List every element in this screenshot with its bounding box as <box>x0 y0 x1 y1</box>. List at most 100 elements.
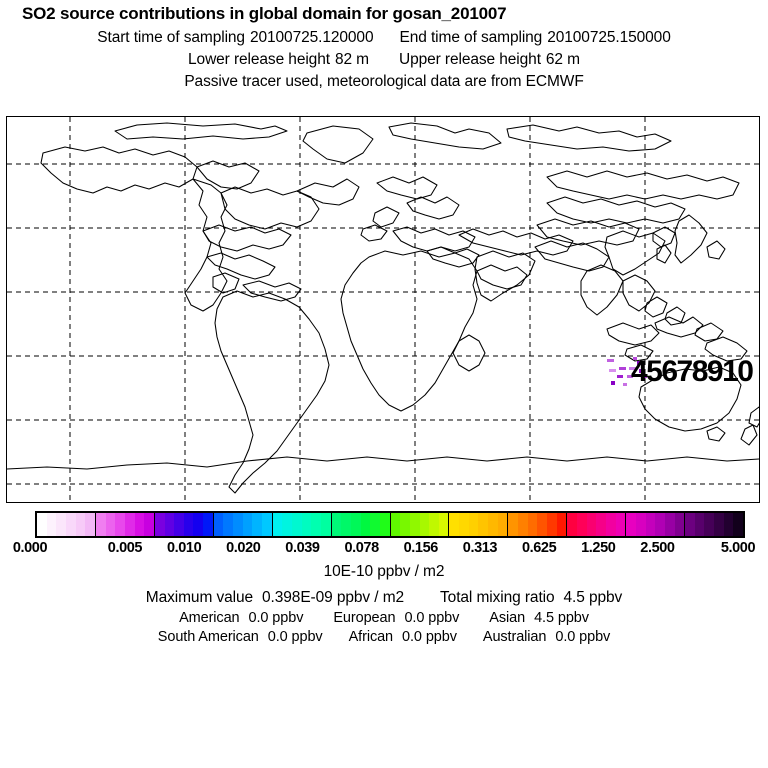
region-south-american: South American 0.0 ppbv <box>158 629 323 645</box>
colorbar-step <box>252 513 263 536</box>
colorbar-segment <box>154 513 214 536</box>
upper-release-height-label: Upper release height <box>399 51 541 68</box>
colorbar-tick-labels: 0.000 0.005 0.010 0.020 0.039 0.078 0.156 0.313… <box>0 540 768 556</box>
end-time-value: 20100725.150000 <box>547 29 671 46</box>
colorbar-step <box>223 513 234 536</box>
region-african-value: 0.0 ppbv <box>402 629 457 645</box>
colorbar-step <box>213 513 224 536</box>
colorbar-step <box>292 513 302 536</box>
colorbar-step <box>262 513 272 536</box>
region-european-value: 0.0 ppbv <box>404 610 460 626</box>
header: SO2 source contributions in global domai… <box>0 0 768 91</box>
colorbar-segment <box>272 513 332 536</box>
start-time-value: 20100725.120000 <box>249 29 374 46</box>
colorbar-step <box>144 513 154 536</box>
release-height-row: Lower release height 82 m Upper release h… <box>0 51 768 69</box>
region-australian: Australian 0.0 ppbv <box>483 629 610 645</box>
map-gridlines <box>7 117 759 502</box>
colorbar-step <box>174 513 184 536</box>
stats-row-regions-1: American 0.0 ppbv European 0.0 ppbv Asian 4… <box>0 610 768 626</box>
colorbar-tick-label: 0.156 <box>403 540 439 556</box>
colorbar-step <box>605 513 616 536</box>
page-title: SO2 source contributions in global domai… <box>22 4 507 23</box>
colorbar-step <box>75 513 86 536</box>
colorbar-step <box>233 513 243 536</box>
colorbar-step <box>95 513 106 536</box>
colorbar-step <box>272 513 283 536</box>
region-asian: Asian 4.5 ppbv <box>489 610 589 626</box>
world-map-graphic <box>7 117 759 502</box>
sampling-time-row: Start time of sampling 20100725.120000 En… <box>0 29 768 47</box>
region-australian-label: Australian <box>482 629 547 645</box>
region-american: American 0.0 ppbv <box>179 610 303 626</box>
colorbar-tick-label: 0.078 <box>344 540 379 556</box>
colorbar-segment <box>567 513 627 536</box>
maximum-value-label: Maximum value <box>145 589 254 606</box>
total-mixing-ratio-label: Total mixing ratio <box>440 589 555 606</box>
region-american-label: American <box>179 610 240 626</box>
colorbar-step <box>341 513 351 536</box>
colorbar-step <box>508 513 519 536</box>
colorbar-step <box>115 513 125 536</box>
colorbar-tick-label: 0.010 <box>166 540 202 556</box>
stats-row-regions-2: South American 0.0 ppbv African 0.0 ppbv A… <box>0 629 768 645</box>
start-time-field: Start time of sampling 20100725.120000 <box>97 29 373 47</box>
colorbar-segment <box>449 513 509 536</box>
total-mixing-ratio-field: Total mixing ratio 4.5 ppbv <box>440 589 622 607</box>
region-african-label: African <box>348 629 394 645</box>
colorbar-step <box>154 513 165 536</box>
colorbar-tick-label: 0.313 <box>462 540 498 556</box>
colorbar-step <box>488 513 498 536</box>
colorbar-step <box>576 513 587 536</box>
colorbar-step <box>301 513 312 536</box>
plume-particles <box>607 357 647 386</box>
colorbar-step <box>282 513 292 536</box>
colorbar-step <box>527 513 538 536</box>
region-asian-value: 4.5 ppbv <box>534 610 589 626</box>
region-asian-label: Asian <box>489 610 526 626</box>
colorbar-step <box>449 513 460 536</box>
colorbar-segment <box>390 513 450 536</box>
maximum-value-value: 0.398E-09 ppbv / m2 <box>262 589 405 606</box>
colorbar-step <box>429 513 439 536</box>
region-african: African 0.0 ppbv <box>349 629 457 645</box>
colorbar-step <box>664 513 675 536</box>
colorbar-step <box>164 513 175 536</box>
colorbar-step <box>134 513 145 536</box>
colorbar-step <box>242 513 253 536</box>
colorbar-segment <box>331 513 391 536</box>
upper-release-height-field: Upper release height 62 m <box>399 51 580 69</box>
end-time-field: End time of sampling 20100725.150000 <box>399 29 670 47</box>
colorbar-step <box>556 513 567 536</box>
colorbar-step <box>46 513 57 536</box>
colorbar-step <box>320 513 331 536</box>
colorbar-step <box>478 513 489 536</box>
colorbar-step <box>468 513 479 536</box>
lower-release-height-field: Lower release height 82 m <box>188 51 369 69</box>
colorbar-step <box>518 513 528 536</box>
colorbar-step <box>626 513 636 536</box>
colorbar-tick-label: 1.250 <box>581 540 616 556</box>
colorbar-tick-label: 5.000 <box>720 540 756 556</box>
total-mixing-ratio-value: 4.5 ppbv <box>563 589 623 606</box>
lower-release-height-label: Lower release height <box>188 51 330 68</box>
colorbar-step <box>65 513 76 536</box>
colorbar-step <box>635 513 646 536</box>
lower-release-height-value: 82 m <box>334 51 369 68</box>
colorbar-step <box>37 513 47 536</box>
colorbar-step <box>685 513 695 536</box>
colorbar-tick-label: 0.625 <box>521 540 557 556</box>
colorbar-step <box>674 513 685 536</box>
colorbar-tick-label: 0.039 <box>285 540 320 556</box>
start-time-label: Start time of sampling <box>97 29 245 46</box>
tracer-note-row: Passive tracer used, meteorological data… <box>0 73 768 91</box>
colorbar-step <box>370 513 380 536</box>
colorbar-step <box>586 513 597 536</box>
region-european-label: European <box>333 610 396 626</box>
colorbar-step <box>615 513 626 536</box>
colorbar-step <box>105 513 116 536</box>
colorbar-step <box>694 513 705 536</box>
colorbar-step <box>704 513 715 536</box>
colorbar-step <box>567 513 577 536</box>
